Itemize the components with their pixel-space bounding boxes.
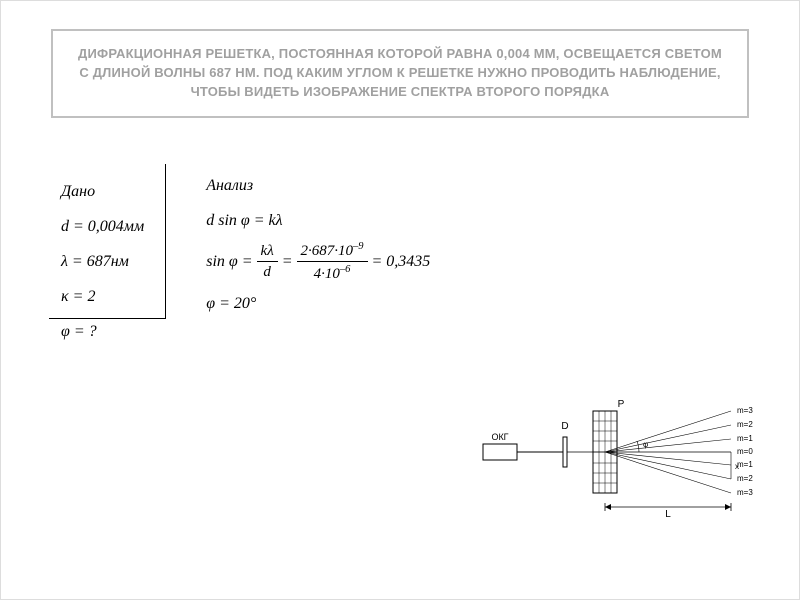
l-arrow-right — [725, 504, 731, 510]
frac-klambda-d: kλ d — [257, 243, 278, 281]
analysis-eq2: sin φ = kλ d = 2·687·10–9 4·10–6 = 0,343… — [206, 238, 430, 286]
analysis-eq1: d sin φ = kλ — [206, 203, 430, 238]
phi-label: φ — [643, 440, 648, 449]
ray-m1-dn — [605, 452, 731, 465]
frac2-den-exp: –6 — [340, 264, 351, 275]
eq-sign-1: = — [282, 244, 293, 279]
content-area: Дано d = 0,004мм λ = 687нм κ = 2 φ = ? А… — [61, 168, 799, 356]
given-border — [49, 164, 166, 320]
angle-arc — [637, 441, 639, 452]
frac2-num: 2·687·10–9 — [297, 241, 368, 263]
frac2-num-exp: –9 — [353, 241, 364, 252]
ray-m3-dn — [605, 452, 731, 493]
order-m3d: m=3 — [737, 488, 753, 497]
order-m1u: m=1 — [737, 434, 753, 443]
ray-m1-up — [605, 439, 731, 452]
frac1-den: d — [259, 262, 275, 281]
frac1-num: kλ — [257, 243, 278, 263]
l-arrow-left — [605, 504, 611, 510]
order-m2d: m=2 — [737, 474, 753, 483]
eq2-lhs: sin φ = — [206, 244, 252, 279]
order-m0: m=0 — [737, 447, 753, 456]
d-label: D — [561, 421, 568, 432]
given-block: Дано d = 0,004мм λ = 687нм κ = 2 φ = ? — [61, 168, 166, 356]
laser-box — [483, 444, 517, 460]
ray-m2-up — [605, 425, 731, 452]
p-label: P — [618, 399, 625, 410]
order-m3u: m=3 — [737, 406, 753, 415]
slide-title: ДИФРАКЦИОННАЯ РЕШЕТКА, ПОСТОЯННАЯ КОТОРО… — [51, 29, 749, 118]
analysis-heading: Анализ — [206, 168, 430, 203]
okg-label: ОКГ — [491, 432, 508, 442]
l-label: L — [665, 509, 671, 519]
ray-m3-up — [605, 411, 731, 452]
frac2-den: 4·10–6 — [310, 262, 355, 283]
frac2-num-base: 2·687·10 — [301, 243, 354, 259]
frac-numeric: 2·687·10–9 4·10–6 — [297, 241, 368, 283]
diffraction-diagram: ОКГ D P φ — [481, 389, 761, 519]
order-m2u: m=2 — [737, 420, 753, 429]
ray-m2-dn — [605, 452, 731, 479]
order-m1d: m=1 — [737, 460, 753, 469]
analysis-eq3: φ = 20° — [206, 286, 430, 321]
given-question: φ = ? — [61, 314, 144, 349]
analysis-block: Анализ d sin φ = kλ sin φ = kλ d = 2·687… — [206, 168, 430, 322]
eq2-result: = 0,3435 — [372, 244, 431, 279]
grating-d — [563, 437, 567, 467]
frac2-den-base: 4·10 — [314, 266, 340, 282]
